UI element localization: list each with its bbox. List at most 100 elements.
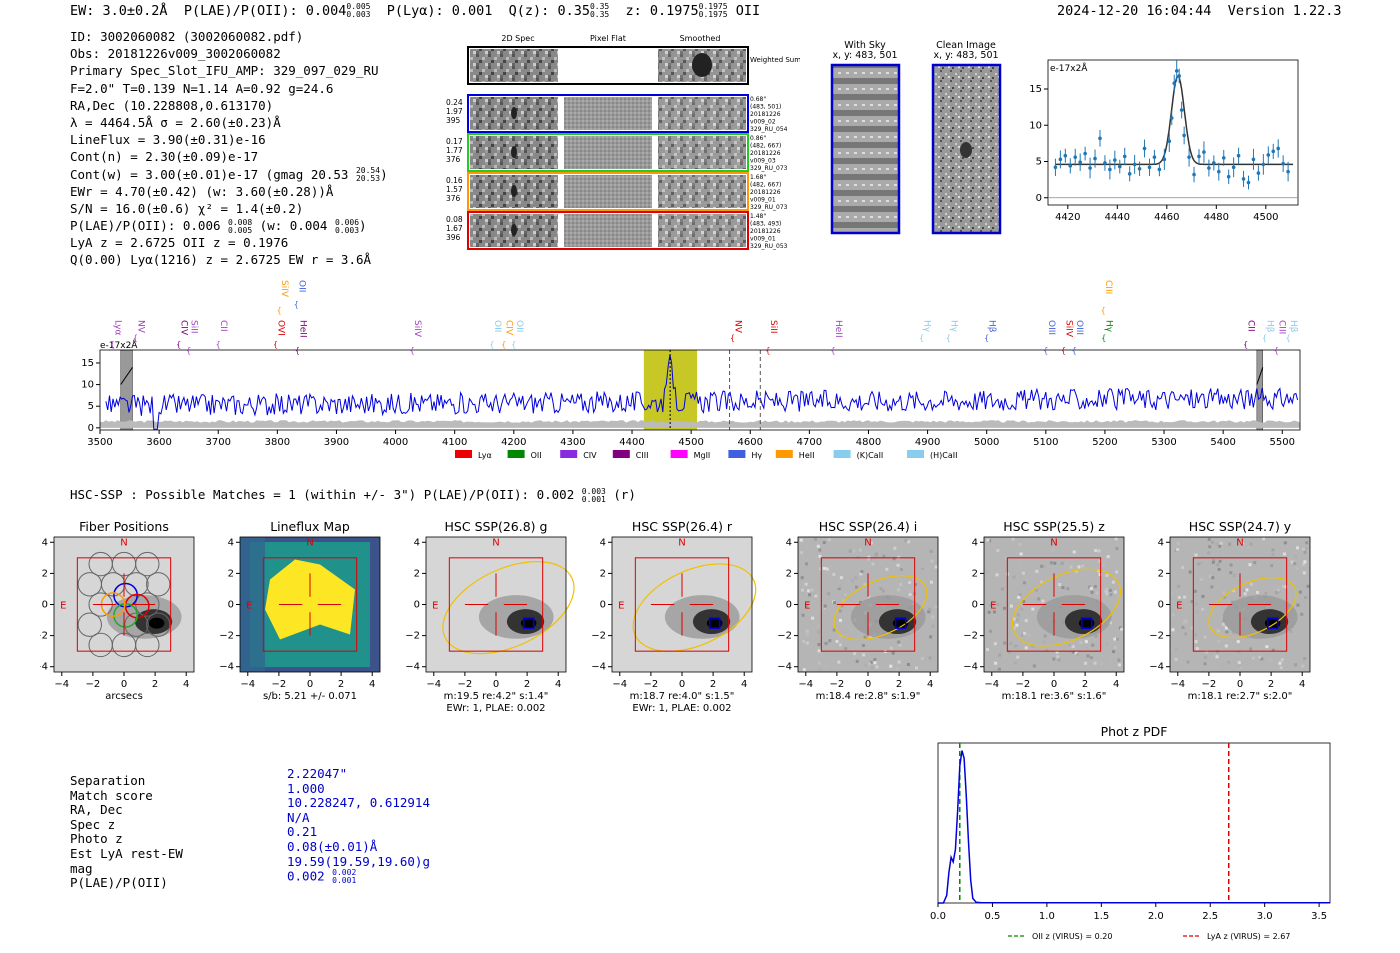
hsc-title-hi: 0.003 bbox=[581, 486, 606, 496]
match-value-plae: 0.002 0.002 0.001 bbox=[287, 869, 430, 885]
panel-noise bbox=[838, 618, 842, 622]
panel-noise bbox=[1211, 540, 1215, 544]
east-label: E bbox=[246, 601, 252, 612]
cutout-row-right-label: v009_01 bbox=[750, 236, 776, 243]
panel-noise bbox=[909, 649, 913, 653]
spectrum-line-label: CIV bbox=[504, 320, 514, 336]
panel-noise bbox=[1298, 590, 1302, 594]
panel-noise bbox=[898, 643, 902, 647]
spectrum-line-label: NV bbox=[733, 320, 743, 334]
panel-noise bbox=[839, 643, 843, 647]
panel-noise bbox=[1088, 585, 1092, 589]
panel-ytick-label: −2 bbox=[1149, 631, 1164, 642]
panel-noise bbox=[1228, 542, 1232, 546]
panel-xtick-label: −2 bbox=[1202, 679, 1217, 690]
panel-noise bbox=[920, 657, 924, 661]
panel-noise bbox=[817, 661, 821, 665]
fit-data-point bbox=[1088, 166, 1092, 170]
pdf-xtick-label: 2.0 bbox=[1148, 911, 1164, 922]
fiber-circle bbox=[146, 612, 171, 637]
panel-noise bbox=[1270, 564, 1274, 568]
panel-xtick-label: 0 bbox=[307, 679, 313, 690]
cutout-row-right-label: (483, 501) bbox=[750, 104, 781, 111]
spectrum-line-brace: { bbox=[984, 334, 989, 343]
cutout-row-right-label: 20181226 bbox=[750, 228, 781, 235]
panel-noise bbox=[920, 569, 924, 573]
panel-noise bbox=[985, 569, 989, 573]
panel-noise bbox=[1268, 658, 1272, 662]
panel-noise bbox=[1042, 640, 1046, 644]
panel-noise bbox=[1174, 647, 1178, 651]
panel-noise bbox=[1229, 563, 1233, 567]
panel-noise bbox=[1258, 655, 1262, 659]
panel-noise bbox=[851, 605, 855, 609]
cutout-row-source bbox=[511, 185, 517, 197]
panel-noise bbox=[1304, 547, 1308, 551]
info-radec: RA,Dec (10.228808,0.613170) bbox=[70, 97, 274, 113]
legend-swatch bbox=[612, 450, 630, 458]
panel-noise bbox=[1091, 643, 1095, 647]
panel-noise bbox=[835, 639, 839, 643]
spectrum-line-brace: { bbox=[830, 346, 835, 355]
panel-noise bbox=[1201, 607, 1205, 611]
panel-title: Fiber Positions bbox=[79, 519, 169, 534]
match-value-radec: 10.228247, 0.612914 bbox=[287, 795, 430, 811]
panel-xtick-label: −4 bbox=[426, 679, 441, 690]
panel-ytick-label: −2 bbox=[591, 631, 606, 642]
panel-xtick-label: 0 bbox=[493, 679, 499, 690]
panel-noise bbox=[1098, 573, 1102, 577]
panel-ytick-label: −2 bbox=[40, 631, 48, 642]
panel-noise bbox=[1019, 552, 1023, 556]
match-value-specz: N/A bbox=[287, 809, 310, 825]
panel-noise bbox=[839, 634, 843, 638]
panel-xtick-label: 2 bbox=[1268, 679, 1274, 690]
north-label: N bbox=[864, 537, 871, 548]
panel-noise bbox=[1085, 646, 1089, 650]
panel-caption: m:19.5 re:4.2" s:1.4" bbox=[444, 691, 549, 702]
panel-ytick-label: −4 bbox=[591, 662, 606, 673]
panel-ytick-label: 4 bbox=[786, 537, 792, 548]
with-sky-image bbox=[830, 63, 901, 235]
panel-noise bbox=[999, 649, 1003, 653]
spectrum-ytick-label: 15 bbox=[81, 358, 94, 369]
info-contw-hi: 20.54 bbox=[355, 166, 381, 175]
image-panels: Fiber Positions N E −4 −4 −2 −2 0 0 2 2 4 4 arcsecs Li… bbox=[40, 519, 1311, 714]
panel-noise bbox=[1013, 661, 1017, 665]
panel-noise bbox=[1249, 542, 1253, 546]
panel-noise bbox=[1219, 663, 1223, 667]
legend-label: (K)CaII bbox=[857, 451, 884, 460]
panel-noise bbox=[801, 613, 805, 617]
panel-noise bbox=[1175, 662, 1179, 666]
panel-ytick-label: 0 bbox=[228, 600, 234, 611]
north-label: N bbox=[678, 537, 685, 548]
panel-noise bbox=[897, 660, 901, 664]
panel-noise bbox=[1304, 595, 1308, 599]
east-label: E bbox=[1176, 601, 1182, 612]
panel-noise bbox=[822, 608, 826, 612]
fit-data-point bbox=[1261, 162, 1266, 167]
fiber-circle bbox=[135, 632, 160, 658]
panel-noise bbox=[1280, 658, 1284, 662]
match-labels: Separation Match score RA, Dec Spec z Ph… bbox=[70, 773, 183, 891]
fit-ylabel: e-17x2Å bbox=[1050, 62, 1088, 74]
panel-noise bbox=[1186, 660, 1190, 664]
image-panel-5: HSC SSP(25.5) z N E −4 −4 −2 −2 0 0 2 2 4 4 m:18.1 re… bbox=[963, 519, 1125, 702]
spectrum-line-brace: { bbox=[1274, 346, 1279, 355]
panel-noise bbox=[1224, 627, 1228, 631]
panel-ytick-label: 0 bbox=[1158, 600, 1164, 611]
spectrum-line-label: OIII bbox=[1046, 320, 1056, 335]
spectrum-line-label: CIII bbox=[1103, 280, 1113, 294]
panel-noise bbox=[1084, 640, 1088, 644]
panel-ytick-label: 2 bbox=[1158, 568, 1164, 579]
cutout-row-source bbox=[511, 224, 517, 236]
match-label-specz: Spec z bbox=[70, 816, 116, 832]
spectrum-line-label: Hβ bbox=[1288, 320, 1298, 333]
east-label: E bbox=[618, 601, 624, 612]
panel-title: HSC SSP(26.4) i bbox=[819, 519, 917, 534]
panel-xtick-label: −2 bbox=[272, 679, 287, 690]
fit-data-point bbox=[1202, 150, 1206, 154]
panel-noise bbox=[1296, 603, 1300, 607]
panel-noise bbox=[867, 555, 871, 559]
spectrum-xtick-label: 5200 bbox=[1092, 437, 1117, 448]
panel-noise bbox=[1087, 539, 1091, 543]
